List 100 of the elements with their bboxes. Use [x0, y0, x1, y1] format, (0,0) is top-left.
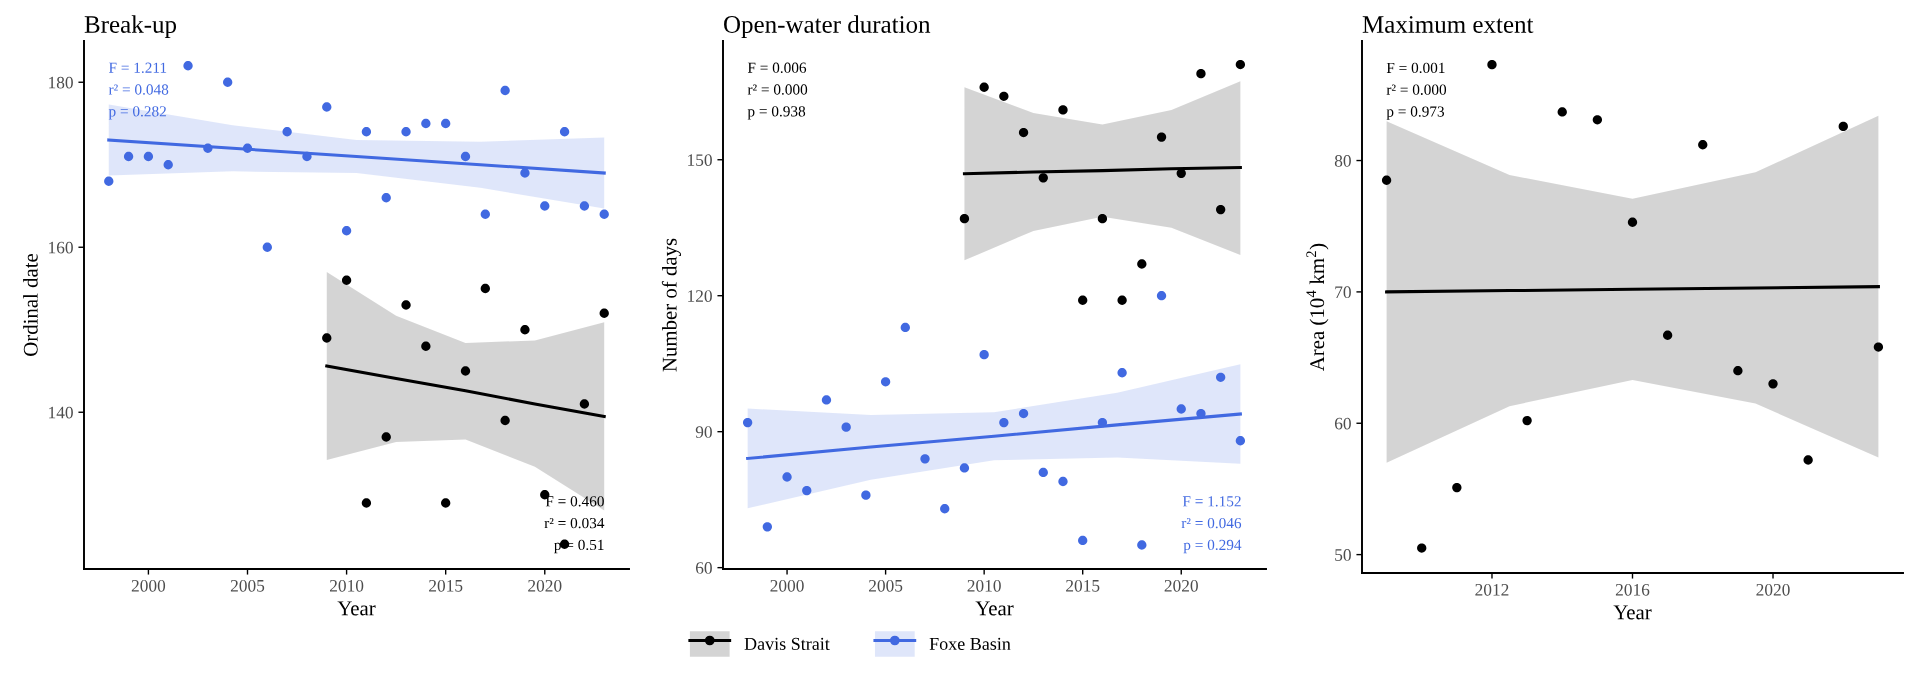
point [480, 283, 490, 294]
legend-label: Davis Strait [744, 637, 830, 650]
point [203, 143, 213, 153]
annotation: F = 1.211 r² = 0.048 p = 0.282 [108, 62, 169, 120]
point [1117, 368, 1127, 378]
point [999, 91, 1009, 101]
point [421, 118, 431, 129]
x-tick-label: 2012 [1475, 583, 1509, 596]
point [1768, 379, 1778, 389]
x-tick-label: 2000 [131, 579, 166, 592]
point [940, 504, 950, 514]
point [599, 308, 609, 318]
y-tick-label: 180 [49, 76, 73, 89]
y-axis-title: Number of days [661, 238, 681, 372]
point [1097, 417, 1108, 428]
x-axis-title: Year [975, 601, 1014, 616]
y-tick-label: 60 [1334, 417, 1351, 430]
point [282, 127, 292, 137]
point [1216, 372, 1226, 382]
point [920, 454, 930, 464]
line-series [325, 364, 606, 418]
point [1156, 132, 1167, 142]
y-axis-title: Ordinal date [23, 253, 38, 356]
point [559, 127, 570, 137]
point [782, 472, 792, 482]
point [1018, 408, 1029, 419]
point [1156, 291, 1167, 301]
chart-title: Maximum extent [1362, 16, 1534, 33]
point [1038, 173, 1048, 183]
point [242, 143, 253, 153]
x-tick-label: 2016 [1615, 583, 1650, 596]
y-tick-label: 70 [1335, 286, 1351, 299]
y-tick-label: 160 [49, 241, 73, 254]
point [1078, 295, 1088, 305]
point [742, 417, 753, 428]
point [1176, 404, 1186, 414]
point [979, 349, 989, 360]
chart-title: Break-up [84, 15, 177, 38]
point [1733, 366, 1743, 376]
point [104, 176, 114, 186]
point [1487, 59, 1497, 70]
point [520, 325, 530, 335]
y-tick-label: 140 [49, 406, 73, 419]
x-tick-label: 2010 [967, 579, 1001, 592]
point [579, 399, 590, 409]
point [880, 377, 891, 387]
point [381, 432, 391, 442]
point [401, 127, 411, 137]
point [1522, 415, 1532, 426]
point [1097, 214, 1108, 224]
point [143, 151, 154, 162]
line-series [107, 138, 606, 175]
point [223, 77, 233, 87]
x-tick-label: 2000 [770, 579, 804, 592]
point [480, 209, 490, 219]
point [500, 85, 510, 96]
point [361, 127, 372, 137]
point [1557, 107, 1567, 117]
point [979, 82, 989, 92]
point [959, 463, 970, 473]
point [1216, 204, 1226, 215]
point [1417, 543, 1427, 553]
point [163, 160, 173, 170]
x-tick-label: 2005 [869, 579, 903, 592]
x-tick-label: 2020 [1164, 579, 1198, 592]
point [599, 209, 609, 219]
point [1235, 436, 1246, 446]
legend-label: Foxe Basin [929, 637, 1011, 650]
point [441, 118, 451, 129]
x-tick-label: 2020 [528, 579, 562, 592]
point [900, 322, 910, 333]
point [262, 242, 272, 252]
x-axis-title: Year [1613, 605, 1652, 620]
point [821, 395, 832, 405]
point [1196, 68, 1206, 79]
point [1078, 535, 1088, 546]
point [861, 490, 871, 500]
x-tick-label: 2005 [230, 579, 265, 592]
point [322, 102, 332, 112]
point [421, 341, 431, 351]
x-tick-label: 2020 [1756, 583, 1790, 596]
point [341, 226, 352, 236]
y-tick-label: 60 [695, 562, 712, 574]
point [341, 275, 352, 285]
point [1381, 175, 1392, 185]
annotation: F = 0.001 r² = 0.000 p = 0.973 [1386, 62, 1447, 120]
point [500, 415, 510, 426]
point [381, 193, 391, 203]
point [302, 151, 312, 162]
point [762, 522, 773, 532]
point [1235, 59, 1246, 70]
point [1038, 467, 1048, 478]
point [999, 417, 1009, 428]
point [1137, 540, 1147, 550]
point [959, 214, 970, 224]
point [1058, 476, 1068, 487]
point [1662, 330, 1673, 340]
point [460, 366, 471, 376]
point [841, 422, 851, 432]
point [1117, 295, 1127, 305]
